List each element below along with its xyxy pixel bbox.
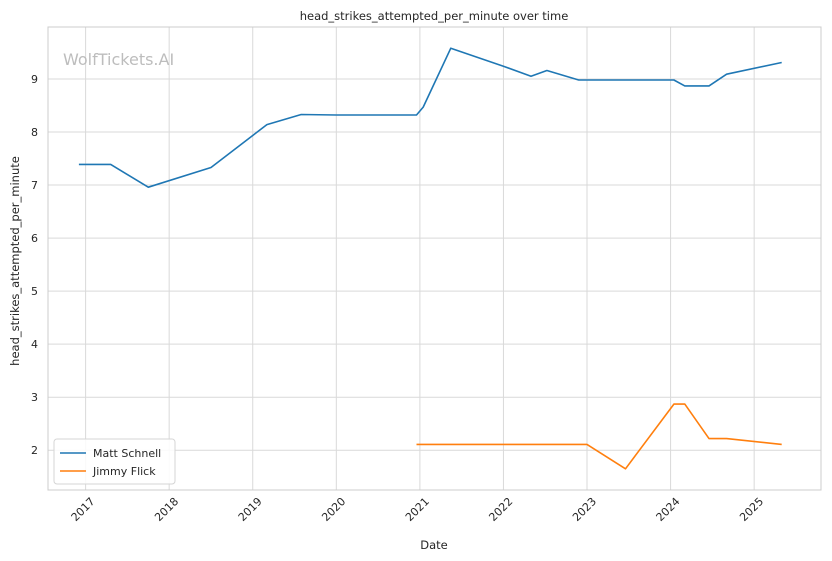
- grid: [48, 27, 821, 490]
- legend-box: [53, 438, 176, 485]
- y-axis-label: head_strikes_attempted_per_minute: [8, 156, 22, 366]
- x-tick-label: 2023: [570, 495, 599, 524]
- legend-label-matt-schnell: Matt Schnell: [93, 447, 161, 460]
- x-tick-label: 2024: [654, 495, 683, 524]
- legend: Matt Schnell Jimmy Flick: [53, 438, 176, 485]
- x-tick-labels: 2017 2018 2019 2020 2021 2022 2023 2024 2025: [69, 495, 767, 524]
- y-tick-labels: 2 3 4 5 6 7 8 9: [31, 73, 38, 457]
- y-tick-label: 6: [31, 232, 38, 245]
- series-line-matt-schnell: [78, 47, 782, 188]
- x-tick-label: 2022: [486, 495, 515, 524]
- plot-frame: [47, 26, 822, 491]
- x-tick-label: 2017: [69, 495, 98, 524]
- y-tick-label: 9: [31, 73, 38, 86]
- chart-title: head_strikes_attempted_per_minute over t…: [300, 9, 569, 23]
- y-tick-label: 5: [31, 285, 38, 298]
- x-tick-label: 2021: [403, 495, 432, 524]
- series-line-jimmy-flick: [416, 403, 782, 470]
- x-tick-label: 2018: [152, 495, 181, 524]
- x-axis-label: Date: [420, 538, 448, 552]
- series-layer: [78, 47, 782, 470]
- x-tick-label: 2020: [319, 495, 348, 524]
- legend-label-jimmy-flick: Jimmy Flick: [92, 465, 156, 478]
- y-tick-label: 7: [31, 179, 38, 192]
- y-tick-label: 8: [31, 126, 38, 139]
- watermark: WolfTickets.AI: [63, 50, 174, 69]
- y-tick-label: 3: [31, 391, 38, 404]
- y-tick-label: 4: [31, 338, 38, 351]
- y-tick-label: 2: [31, 444, 38, 457]
- x-tick-label: 2019: [236, 495, 265, 524]
- x-tick-label: 2025: [737, 495, 766, 524]
